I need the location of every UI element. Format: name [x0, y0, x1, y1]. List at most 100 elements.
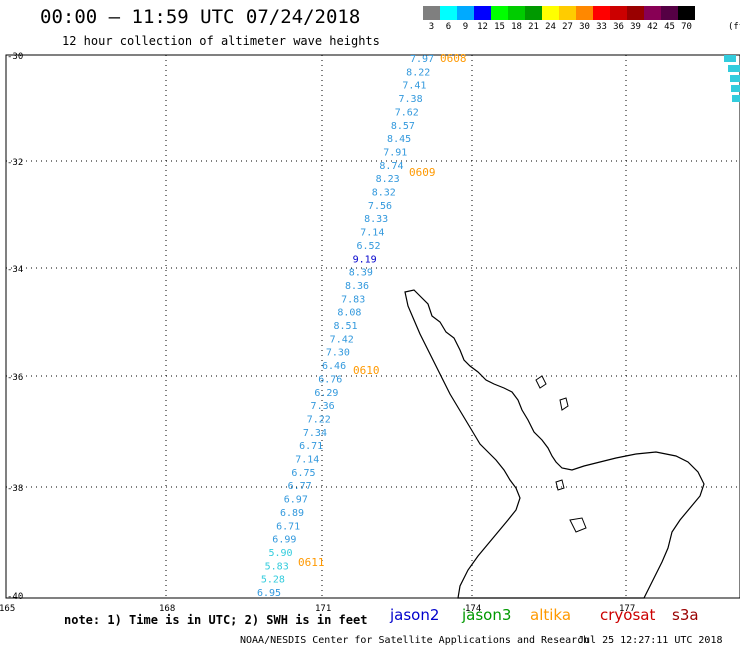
coastline [404, 289, 705, 599]
color-legend-label: 70 [681, 22, 692, 32]
color-legend-swatch [610, 6, 627, 20]
wave-height-label: 6.95 [257, 588, 281, 599]
satellite-cryosat-label: cryosat [600, 606, 656, 624]
wave-height-label: 7.38 [399, 94, 423, 105]
page-title: 00:00 – 11:59 UTC 07/24/2018 [40, 6, 361, 28]
color-legend-label: 12 [477, 22, 488, 32]
color-legend-swatch [644, 6, 661, 20]
color-legend-swatch [423, 6, 440, 20]
color-legend-swatch [559, 6, 576, 20]
color-legend-swatch [440, 6, 457, 20]
track-time-label: 0609 [409, 166, 436, 179]
wave-height-label: 7.62 [395, 107, 419, 118]
latitude-label: -30 [7, 52, 23, 62]
wave-height-label: 6.29 [314, 388, 338, 399]
color-legend-swatch [576, 6, 593, 20]
edge-track-mark [724, 55, 736, 62]
color-legend-label: 33 [596, 22, 607, 32]
wave-height-label: 8.33 [364, 214, 388, 225]
wave-height-label: 8.39 [349, 268, 373, 279]
wave-height-label: 5.83 [265, 561, 289, 572]
color-legend-label: 3 [428, 22, 435, 32]
wave-height-label: 6.52 [356, 241, 380, 252]
wave-height-label: 8.32 [372, 188, 396, 199]
map-frame [5, 54, 740, 599]
wave-height-label: 6.71 [299, 441, 323, 452]
longitude-label: 168 [159, 604, 175, 614]
color-legend-label: 21 [528, 22, 539, 32]
color-legend-swatch [508, 6, 525, 20]
wave-height-label: 8.57 [391, 121, 415, 132]
color-legend-label: 45 [664, 22, 675, 32]
color-legend-label: 6 [445, 22, 452, 32]
color-legend-swatch [542, 6, 559, 20]
track-time-label: 0610 [353, 364, 380, 377]
island-outline [569, 517, 587, 533]
wave-height-label: 7.14 [360, 228, 384, 239]
footer-note: note: 1) Time is in UTC; 2) SWH is in fe… [64, 613, 368, 627]
wave-height-label: 7.91 [383, 147, 407, 158]
color-legend-swatch [474, 6, 491, 20]
wave-height-label: 9.19 [353, 254, 377, 265]
wave-height-label: 6.77 [288, 481, 312, 492]
wave-height-label: 7.56 [368, 201, 392, 212]
latitude-label: -32 [7, 158, 23, 168]
latitude-label: -40 [7, 592, 23, 602]
track-time-label: 0611 [298, 556, 325, 569]
color-legend-label: 18 [511, 22, 522, 32]
color-legend-label: 42 [647, 22, 658, 32]
satellite-jason2-label: jason2 [390, 606, 440, 624]
color-legend-swatch [678, 6, 695, 20]
wave-height-label: 8.51 [334, 321, 358, 332]
color-legend-swatch [525, 6, 542, 20]
longitude-label: 171 [315, 604, 331, 614]
track-time-label: 0608 [440, 52, 467, 65]
color-legend-label: 30 [579, 22, 590, 32]
page-subtitle: 12 hour collection of altimeter wave hei… [62, 34, 380, 48]
longitude-label: 174 [465, 604, 481, 614]
edge-track-mark [731, 85, 740, 92]
island-outline [555, 479, 565, 491]
wave-height-label: 8.45 [387, 134, 411, 145]
wave-height-label: 5.28 [261, 575, 285, 586]
island-outline [535, 375, 547, 389]
wave-height-label: 7.14 [295, 455, 319, 466]
latitude-label: -38 [7, 484, 23, 494]
wave-height-label: 7.30 [326, 348, 350, 359]
color-legend-swatch [491, 6, 508, 20]
credit-line: NOAA/NESDIS Center for Satellite Applica… [240, 635, 590, 646]
color-legend-unit: (ft) [728, 22, 740, 32]
wave-height-label: 8.23 [376, 174, 400, 185]
latitude-label: -34 [7, 265, 23, 275]
wave-height-label: 7.97 [410, 54, 434, 65]
color-legend-swatch [627, 6, 644, 20]
wave-height-label: 8.74 [379, 161, 403, 172]
satellite-s3a-label: s3a [672, 606, 699, 624]
color-legend-swatch [661, 6, 678, 20]
edge-track-mark [730, 75, 740, 82]
wave-height-label: 7.36 [311, 401, 335, 412]
color-legend-label: 15 [494, 22, 505, 32]
color-legend-swatch [457, 6, 474, 20]
wave-height-label: 7.41 [402, 81, 426, 92]
wave-height-label: 5.90 [268, 548, 292, 559]
wave-height-label: 6.89 [280, 508, 304, 519]
wave-height-label: 8.36 [345, 281, 369, 292]
generated-timestamp: Jul 25 12:27:11 UTC 2018 [578, 635, 723, 646]
satellite-jason3-label: jason3 [462, 606, 512, 624]
color-legend-label: 39 [630, 22, 641, 32]
satellite-altika-label: altika [530, 606, 572, 624]
wave-height-label: 6.97 [284, 495, 308, 506]
wave-height-label: 6.75 [291, 468, 315, 479]
wave-height-label: 6.99 [272, 535, 296, 546]
color-legend-label: 24 [545, 22, 556, 32]
wave-height-label: 8.22 [406, 67, 430, 78]
wave-height-label: 6.46 [322, 361, 346, 372]
island-outline [559, 397, 569, 411]
color-legend-label: 36 [613, 22, 624, 32]
wave-height-label: 7.83 [341, 294, 365, 305]
wave-height-label: 6.71 [276, 521, 300, 532]
edge-track-mark [728, 65, 740, 72]
